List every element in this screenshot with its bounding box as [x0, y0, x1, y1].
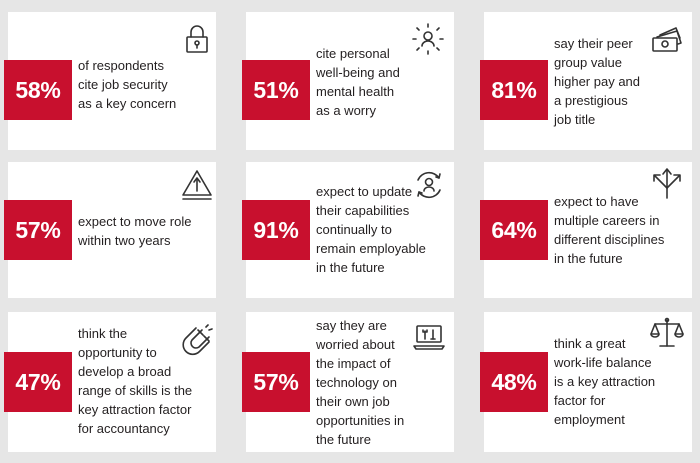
stat-line: think the	[78, 326, 128, 341]
stat-line: remain employable	[316, 241, 426, 256]
stat-line: the future	[316, 432, 371, 447]
stat-line: job title	[554, 112, 596, 127]
stat-percent: 81%	[480, 60, 548, 120]
stat-line: well-being and	[316, 65, 400, 80]
stat-line: expect to move role	[78, 214, 192, 229]
stat-line: work-life balance	[554, 355, 652, 370]
magnet-icon	[180, 324, 214, 358]
stat-line: as a key concern	[78, 96, 177, 111]
stat-line: cite personal	[316, 46, 390, 61]
stat-line: technology on	[316, 375, 397, 390]
stat-line: develop a broad	[78, 364, 172, 379]
stat-line: opportunity to	[78, 345, 157, 360]
stat-percent: 58%	[4, 60, 72, 120]
stat-line: worried about	[316, 337, 395, 352]
stat-line: is a key attraction	[554, 374, 656, 389]
stat-percent: 91%	[242, 200, 310, 260]
stat-line: their capabilities	[316, 203, 410, 218]
stat-card-update-capabilities: 91% expect to update their capabilities …	[242, 162, 454, 298]
stat-line: within two years	[78, 233, 171, 248]
stat-line: the impact of	[316, 356, 391, 371]
stat-line: think a great	[554, 336, 626, 351]
stat-percent: 47%	[4, 352, 72, 412]
stat-card-work-life-balance: 48% think a great work-life balance is a…	[480, 312, 692, 452]
person-refresh-icon	[412, 168, 446, 202]
stat-line: in the future	[554, 251, 623, 266]
stat-card-peer-pay: 81% say their peer group value higher pa…	[480, 12, 692, 150]
stat-percent: 57%	[4, 200, 72, 260]
stat-percent: 64%	[480, 200, 548, 260]
stat-description: expect to move role within two years	[78, 212, 208, 250]
laptop-tools-icon	[412, 320, 446, 354]
stat-line: higher pay and	[554, 74, 641, 89]
stat-line: multiple careers in	[554, 213, 660, 228]
stat-card-multiple-careers: 64% expect to have multiple careers in d…	[480, 162, 692, 298]
stat-description: expect to update their capabilities cont…	[316, 182, 446, 277]
stat-description: say their peer group value higher pay an…	[554, 34, 684, 129]
stat-card-wellbeing: 51% cite personal well-being and mental …	[242, 12, 454, 150]
stat-line: factor for	[554, 393, 606, 408]
padlock-icon	[180, 22, 214, 56]
stat-line: as a worry	[316, 103, 376, 118]
stat-line: mental health	[316, 84, 395, 99]
stat-percent: 57%	[242, 352, 310, 412]
money-stack-icon	[650, 24, 684, 58]
stat-line: of respondents	[78, 58, 165, 73]
stat-line: group value	[554, 55, 622, 70]
stat-line: expect to update	[316, 184, 413, 199]
scales-icon	[650, 316, 684, 350]
stat-line: in the future	[316, 260, 385, 275]
stat-line: their own job	[316, 394, 390, 409]
stat-percent: 48%	[480, 352, 548, 412]
stat-line: expect to have	[554, 194, 639, 209]
stat-line: cite job security	[78, 77, 168, 92]
stat-description: say they are worried about the impact of…	[316, 316, 446, 449]
stat-line: key attraction factor	[78, 402, 192, 417]
stat-card-job-security: 58% of respondents cite job security as …	[4, 12, 216, 150]
stat-line: range of skills is the	[78, 383, 193, 398]
person-stress-icon	[411, 22, 445, 56]
stat-line: continually to	[316, 222, 392, 237]
stat-card-broad-skills: 47% think the opportunity to develop a b…	[4, 312, 216, 452]
stat-card-move-role: 57% expect to move role within two years	[4, 162, 216, 298]
stat-line: different disciplines	[554, 232, 665, 247]
warning-arrow-icon	[180, 168, 214, 202]
stat-card-technology-impact: 57% say they are worried about the impac…	[242, 312, 454, 452]
stat-line: say their peer	[554, 36, 633, 51]
stat-description: of respondents cite job security as a ke…	[78, 56, 208, 113]
stat-description: think a great work-life balance is a key…	[554, 334, 684, 429]
stat-line: for accountancy	[78, 421, 170, 436]
stat-line: a prestigious	[554, 93, 628, 108]
stat-description: cite personal well-being and mental heal…	[316, 44, 446, 120]
stat-percent: 51%	[242, 60, 310, 120]
stat-line: say they are	[316, 318, 387, 333]
stat-line: opportunities in	[316, 413, 405, 428]
split-arrows-icon	[650, 166, 684, 200]
stat-description: think the opportunity to develop a broad…	[78, 324, 208, 438]
stat-description: expect to have multiple careers in diffe…	[554, 192, 684, 268]
stat-line: employment	[554, 412, 625, 427]
